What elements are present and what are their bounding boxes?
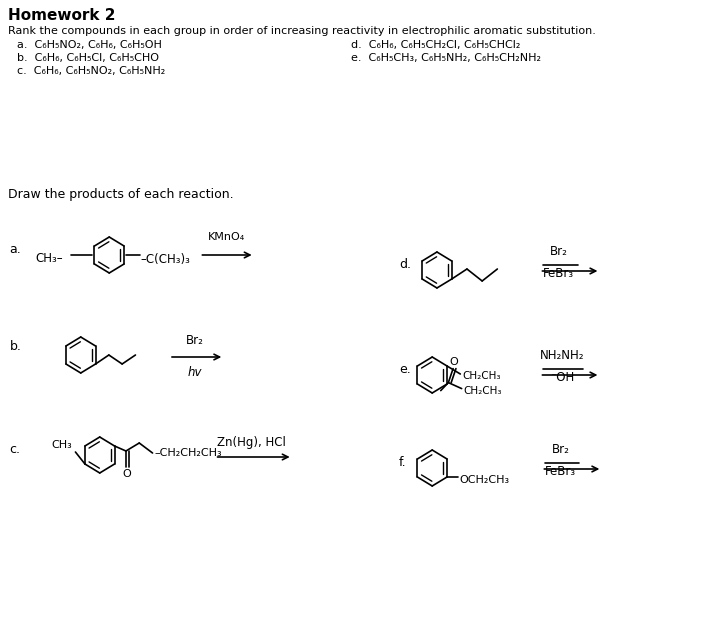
Text: CH₃: CH₃ bbox=[51, 440, 71, 450]
Text: b.  C₆H₆, C₆H₅Cl, C₆H₅CHO: b. C₆H₆, C₆H₅Cl, C₆H₅CHO bbox=[17, 53, 159, 63]
Text: CH₃–: CH₃– bbox=[35, 253, 63, 266]
Text: CH₂CH₃: CH₂CH₃ bbox=[464, 386, 502, 396]
Text: Draw the products of each reaction.: Draw the products of each reaction. bbox=[8, 188, 233, 201]
Text: c.  C₆H₆, C₆H₅NO₂, C₆H₅NH₂: c. C₆H₆, C₆H₅NO₂, C₆H₅NH₂ bbox=[17, 66, 166, 76]
Text: e.  C₆H₅CH₃, C₆H₅NH₂, C₆H₅CH₂NH₂: e. C₆H₅CH₃, C₆H₅NH₂, C₆H₅CH₂NH₂ bbox=[351, 53, 541, 63]
Text: Zn(Hg), HCl: Zn(Hg), HCl bbox=[217, 436, 286, 449]
Text: Rank the compounds in each group in order of increasing reactivity in electrophi: Rank the compounds in each group in orde… bbox=[8, 26, 595, 36]
Text: KMnO₄: KMnO₄ bbox=[207, 232, 245, 242]
Text: a.  C₆H₅NO₂, C₆H₆, C₆H₅OH: a. C₆H₅NO₂, C₆H₆, C₆H₅OH bbox=[17, 40, 162, 50]
Text: OCH₂CH₃: OCH₂CH₃ bbox=[459, 475, 510, 485]
Text: O: O bbox=[122, 469, 131, 479]
Text: Homework 2: Homework 2 bbox=[8, 8, 115, 23]
Text: f.: f. bbox=[399, 456, 407, 469]
Text: c.: c. bbox=[9, 443, 20, 456]
Text: ⁻OH: ⁻OH bbox=[550, 371, 575, 384]
Text: a.: a. bbox=[9, 243, 22, 256]
Text: d.: d. bbox=[399, 258, 411, 271]
Text: Br₂: Br₂ bbox=[186, 334, 204, 347]
Text: FeBr₃: FeBr₃ bbox=[545, 465, 576, 478]
Text: Br₂: Br₂ bbox=[549, 245, 567, 258]
Text: b.: b. bbox=[9, 340, 22, 353]
Text: Br₂: Br₂ bbox=[552, 443, 570, 456]
Text: d.  C₆H₆, C₆H₅CH₂Cl, C₆H₅CHCl₂: d. C₆H₆, C₆H₅CH₂Cl, C₆H₅CHCl₂ bbox=[351, 40, 521, 50]
Text: CH₂CH₃: CH₂CH₃ bbox=[462, 371, 500, 381]
Text: FeBr₃: FeBr₃ bbox=[543, 267, 574, 280]
Text: –CH₂CH₂CH₃: –CH₂CH₂CH₃ bbox=[155, 448, 222, 458]
Text: e.: e. bbox=[399, 363, 410, 376]
Text: hv: hv bbox=[187, 366, 202, 379]
Text: NH₂NH₂: NH₂NH₂ bbox=[540, 349, 585, 362]
Text: O: O bbox=[450, 357, 459, 367]
Text: –C(CH₃)₃: –C(CH₃)₃ bbox=[140, 253, 191, 266]
